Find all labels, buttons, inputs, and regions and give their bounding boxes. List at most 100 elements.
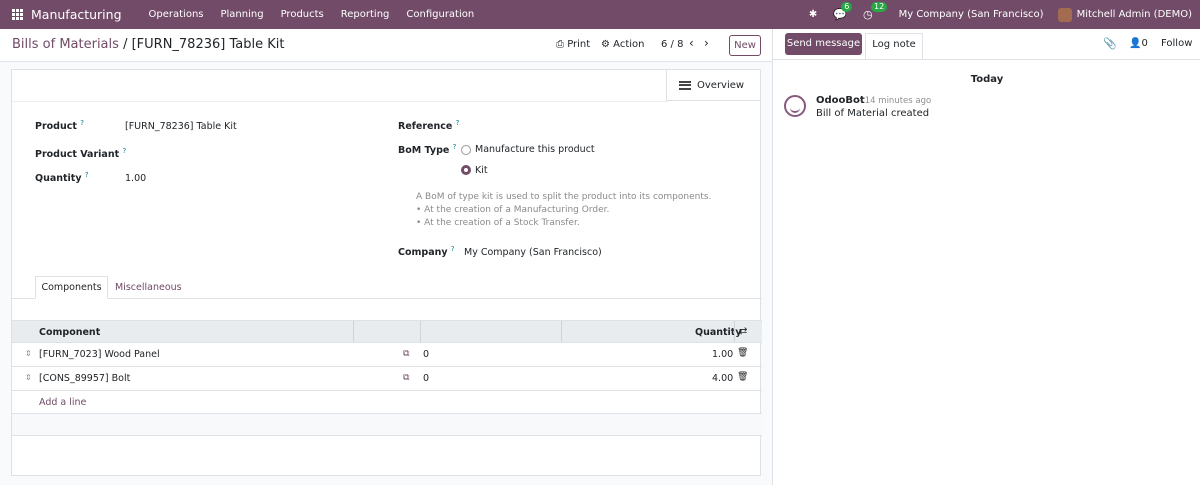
help-tooltip-icon[interactable]: ? <box>84 171 89 179</box>
chevron-right-icon[interactable]: › <box>704 36 709 50</box>
chatter-panel: Send message Log note 📎 👤0 Follow Today … <box>772 29 1200 485</box>
radio-manufacture-label[interactable]: Manufacture this product <box>475 144 595 155</box>
reference-label: Reference ? <box>398 119 460 133</box>
radio-kit-label[interactable]: Kit <box>475 165 488 176</box>
column-header-quantity[interactable]: Quantity <box>695 327 742 338</box>
follow-button[interactable]: Follow <box>1161 38 1193 49</box>
quantity-cell[interactable]: 4.00 <box>712 373 734 384</box>
log-note-button[interactable]: Log note <box>865 33 923 59</box>
drag-handle-icon[interactable]: ⇕ <box>25 349 32 358</box>
tab-miscellaneous[interactable]: Miscellaneous <box>115 282 182 293</box>
breadcrumb-current: [FURN_78236] Table Kit <box>131 37 285 52</box>
send-message-button[interactable]: Send message <box>785 33 862 55</box>
debug-bug-icon[interactable]: ✱ <box>808 9 818 20</box>
chevron-left-icon[interactable]: ‹ <box>689 36 694 50</box>
help-tooltip-icon[interactable]: ? <box>450 245 455 253</box>
kit-note-line: • At the creation of a Manufacturing Ord… <box>416 205 610 215</box>
product-variant-label: Product Variant ? <box>35 147 127 161</box>
clock-icon: ◷ <box>862 8 873 21</box>
quantity-label: Quantity ? <box>35 171 89 185</box>
printer-icon: ⎙ <box>556 39 564 50</box>
message-author[interactable]: OdooBot <box>816 95 865 106</box>
copy-icon[interactable]: ⧉ <box>403 349 410 359</box>
kit-note-line: A BoM of type kit is used to split the p… <box>416 192 712 202</box>
column-separator <box>734 321 735 342</box>
message-time: - 14 minutes ago <box>859 96 932 106</box>
divider <box>12 101 668 102</box>
product-label: Product ? <box>35 119 84 133</box>
company-field[interactable]: My Company (San Francisco) <box>464 247 602 258</box>
followers-count: 0 <box>1141 38 1148 49</box>
trash-icon[interactable]: 🗑 <box>737 372 749 382</box>
company-switcher[interactable]: My Company (San Francisco) <box>898 9 1044 20</box>
odoobot-avatar[interactable] <box>784 95 806 117</box>
messages-badge: 6 <box>841 2 853 12</box>
drag-handle-icon[interactable]: ⇕ <box>25 373 32 382</box>
product-field[interactable]: [FURN_78236] Table Kit <box>125 121 237 132</box>
component-cell[interactable]: [FURN_7023] Wood Panel <box>39 349 160 360</box>
messages-button[interactable]: 💬 6 <box>833 2 853 21</box>
print-label: Print <box>567 39 591 50</box>
extra-cell[interactable]: 0 <box>423 373 430 384</box>
company-label: Company ? <box>398 245 455 259</box>
user-menu[interactable]: Mitchell Admin (DEMO) <box>1076 9 1192 20</box>
user-icon: 👤 <box>1129 38 1142 49</box>
activities-button[interactable]: ◷ 12 <box>862 2 888 21</box>
column-header-component[interactable]: Component <box>39 327 101 338</box>
message-body: Bill of Material created <box>816 108 930 119</box>
copy-icon[interactable]: ⧉ <box>403 373 410 383</box>
component-cell[interactable]: [CONS_89957] Bolt <box>39 373 131 384</box>
gear-icon: ⚙ <box>601 39 610 50</box>
bars-icon <box>679 80 691 90</box>
extra-cell[interactable]: 0 <box>423 349 430 360</box>
paperclip-icon[interactable]: 📎 <box>1103 37 1117 50</box>
radio-manufacture[interactable] <box>461 145 471 155</box>
activities-badge: 12 <box>870 2 888 12</box>
column-separator <box>420 321 421 342</box>
quantity-cell[interactable]: 1.00 <box>712 349 734 360</box>
bom-type-label: BoM Type ? <box>398 143 457 157</box>
table-row[interactable]: ⇕ [FURN_7023] Wood Panel ⧉ 0 1.00 🗑 <box>12 343 762 367</box>
column-separator <box>353 321 354 342</box>
kit-note-line: • At the creation of a Stock Transfer. <box>416 218 580 228</box>
pager-value[interactable]: 6 / 8 <box>661 39 684 50</box>
add-line-link[interactable]: Add a line <box>39 397 87 408</box>
overview-label: Overview <box>697 80 745 91</box>
apps-grid-icon[interactable] <box>12 9 23 20</box>
menu-reporting[interactable]: Reporting <box>340 9 390 20</box>
overview-button[interactable]: Overview <box>666 70 760 101</box>
action-button[interactable]: ⚙ Action <box>601 39 644 50</box>
user-avatar[interactable] <box>1057 7 1072 22</box>
help-tooltip-icon[interactable]: ? <box>80 119 84 127</box>
trash-icon[interactable]: 🗑 <box>737 348 749 358</box>
breadcrumb: Bills of Materials / [FURN_78236] Table … <box>12 37 284 52</box>
column-separator <box>561 321 562 342</box>
breadcrumb-separator: / <box>123 37 128 52</box>
table-footer-row <box>12 413 762 436</box>
date-separator: Today <box>970 74 1004 85</box>
menu-operations[interactable]: Operations <box>148 9 204 20</box>
radio-kit[interactable] <box>461 165 471 175</box>
action-label: Action <box>613 39 645 50</box>
app-name[interactable]: Manufacturing <box>31 7 122 22</box>
tab-components[interactable]: Components <box>35 276 108 299</box>
top-navbar: Manufacturing Operations Planning Produc… <box>0 0 1200 29</box>
menu-planning[interactable]: Planning <box>220 9 264 20</box>
followers-button[interactable]: 👤0 <box>1129 38 1148 49</box>
help-tooltip-icon[interactable]: ? <box>452 143 457 151</box>
new-button[interactable]: New <box>729 35 761 56</box>
divider <box>773 59 1200 60</box>
menu-products[interactable]: Products <box>280 9 324 20</box>
help-tooltip-icon[interactable]: ? <box>455 119 460 127</box>
table-row[interactable]: ⇕ [CONS_89957] Bolt ⧉ 0 4.00 🗑 <box>12 367 762 391</box>
optional-columns-icon[interactable]: ⇄ <box>739 326 748 337</box>
help-tooltip-icon[interactable]: ? <box>122 147 127 155</box>
components-table-header: Component Quantity ⇄ <box>12 320 762 343</box>
control-panel: Bills of Materials / [FURN_78236] Table … <box>0 29 772 62</box>
tabs-divider <box>12 298 762 299</box>
breadcrumb-bills-of-materials[interactable]: Bills of Materials <box>12 37 119 52</box>
menu-configuration[interactable]: Configuration <box>406 9 475 20</box>
form-sheet: Overview Product ? [FURN_78236] Table Ki… <box>11 69 762 476</box>
quantity-field[interactable]: 1.00 <box>125 173 147 184</box>
print-button[interactable]: ⎙ Print <box>556 39 590 50</box>
